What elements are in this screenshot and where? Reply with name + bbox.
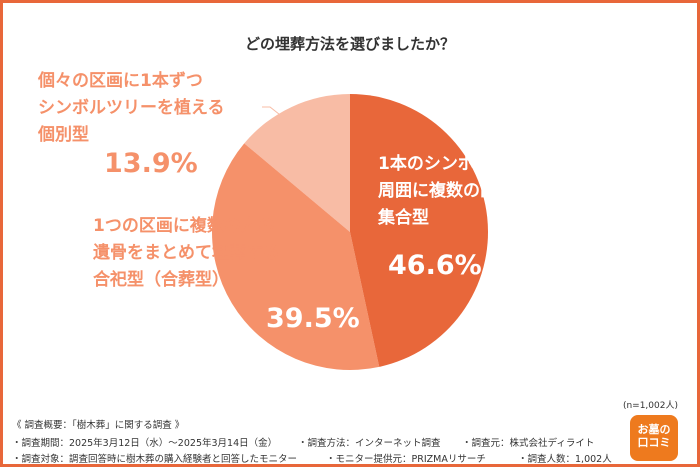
survey-target: ・調査対象：調査回答時に樹木葬の購入経験者と回答したモニター	[12, 454, 298, 465]
pie-slice-0	[350, 94, 489, 367]
label-line: 個別型	[38, 125, 89, 145]
survey-count: ・調査人数：1,002人	[518, 454, 612, 465]
value-label-0: 46.6%	[388, 250, 482, 281]
ohaka-no-kuchikomi-logo: お墓の 口コミ	[630, 415, 678, 461]
label-line: 集合型	[378, 208, 429, 228]
survey-heading: 《 調査概要：「樹木葬」に関する調査 》	[12, 420, 185, 431]
slice-label-1: 1つの区画に複数の人の遺骨をまとめて埋葬する合祀型（合葬型）	[93, 216, 280, 290]
survey-row-1: ・調査期間：2025年3月12日（水）～2025年3月14日（金） ・調査方法：イ…	[12, 435, 594, 449]
label-line: 1本のシンボルツリーの	[378, 154, 560, 174]
slice-label-2: 個々の区画に1本ずつ シンボルツリーを植える 個別型	[38, 68, 225, 149]
sample-size: (n=1,002人)	[622, 401, 678, 411]
slice-label-0: 1本のシンボルツリーの 周囲に複数の区画がある 集合型	[378, 151, 565, 232]
survey-method: ・調査方法：インターネット調査	[298, 438, 441, 449]
survey-provider: ・モニター提供元：PRIZMAリサーチ	[326, 454, 486, 465]
label-line: シンボルツリーを植える	[38, 98, 225, 118]
label-line: 周囲に複数の区画がある	[378, 181, 565, 201]
value-label-2: 13.9%	[104, 148, 198, 179]
survey-period: ・調査期間：2025年3月12日（水）～2025年3月14日（金）	[12, 438, 278, 449]
chart-title: どの埋葬方法を選びましたか？	[244, 35, 455, 53]
pie-slice-1	[211, 143, 380, 371]
label-line: 個々の区画に1本ずつ	[38, 71, 203, 91]
survey-row-2: ・調査対象：調査回答時に樹木葬の購入経験者と回答したモニター ・モニター提供元：P…	[12, 451, 612, 465]
value-label-1: 39.5%	[266, 303, 360, 334]
survey-source: ・調査元：株式会社ディライト	[462, 438, 595, 449]
leader-line	[262, 106, 285, 119]
pie-slice-2	[244, 94, 350, 232]
